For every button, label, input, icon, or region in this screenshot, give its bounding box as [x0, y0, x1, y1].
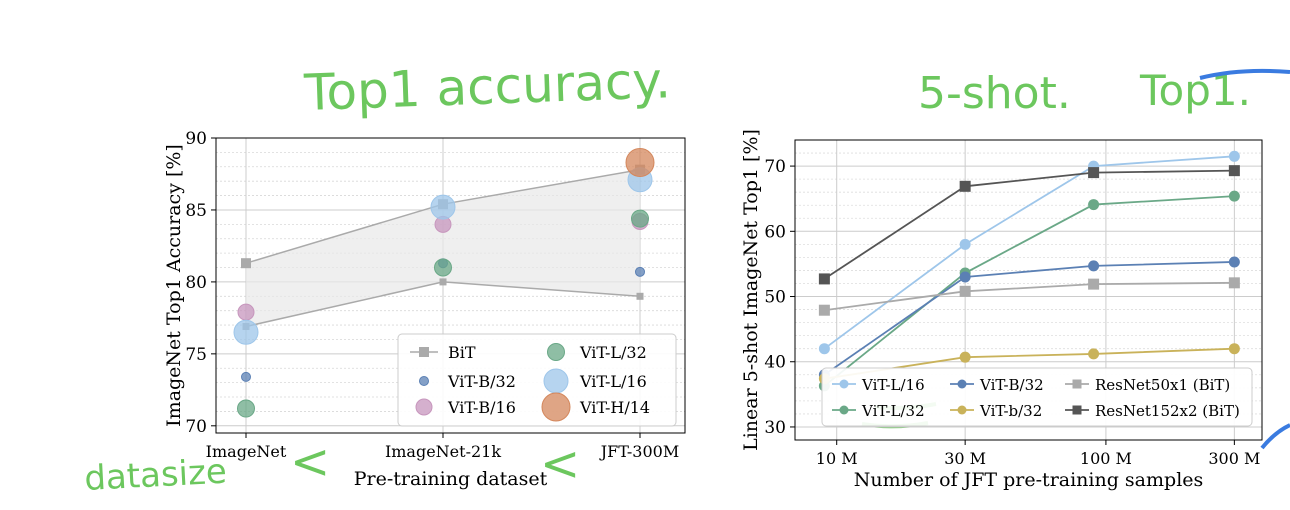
y-tick-label: 60: [764, 222, 786, 242]
legend-label: ViT-B/32: [979, 376, 1044, 394]
annotation-less-than-1: <: [290, 434, 330, 490]
legend-marker: [543, 368, 569, 394]
x-tick-label: 10 M: [816, 449, 858, 468]
series-resnet50x1-bit--point: [1228, 277, 1240, 289]
y-tick-label: 50: [764, 288, 786, 308]
y-tick-label: 30: [764, 418, 786, 438]
series-resnet50x1-bit--point: [818, 304, 830, 316]
point-vit-l-16: [430, 194, 456, 220]
point-vit-b-32: [635, 266, 645, 277]
legend-label-bit: BiT: [448, 343, 476, 362]
annotation-blue-stroke-bottom: [1260, 423, 1290, 450]
legend: ViT-L/16 ViT-L/32 ViT-B/32 ViT-b/32 ResNet50…: [821, 367, 1253, 427]
point-vit-l-16: [233, 319, 259, 345]
plot-frame: [794, 139, 1263, 441]
series-vit-l-32-point: [1228, 190, 1240, 202]
series-vit-b-32-point: [1088, 348, 1100, 360]
series-resnet50x1-bit--point: [959, 285, 971, 297]
bit-lower-marker: [636, 292, 644, 300]
series-resnet152x2-bit--line: [823, 169, 1235, 280]
series-vit-b-32-point: [1228, 256, 1240, 268]
series-vit-b-32-point: [1088, 260, 1100, 272]
y-tick-label: 40: [764, 353, 786, 373]
legend-label: ViT-L/16: [579, 372, 647, 391]
series-vit-b-32-point: [959, 351, 971, 363]
point-vit-b-16: [237, 303, 255, 321]
y-tick-label: 85: [185, 201, 207, 221]
legend-label: ViT-L/32: [579, 343, 647, 362]
legend-label: ViT-L/32: [861, 402, 925, 420]
series-vit-b-32-point: [959, 271, 971, 283]
y-tick-label: 75: [185, 345, 207, 365]
series-resnet50x1-bit--line: [824, 281, 1235, 312]
annotation-less-than-2: <: [540, 436, 580, 492]
legend-marker: [415, 398, 433, 416]
series-resnet152x2-bit--point: [1228, 165, 1240, 177]
legend-bit-marker: [419, 347, 429, 357]
x-tick-label: 300 M: [1208, 449, 1260, 468]
bit-lower-marker: [439, 278, 447, 286]
point-vit-l-32: [237, 399, 255, 418]
series-vit-l-16-point: [818, 343, 830, 355]
legend-marker: [957, 405, 967, 415]
y-axis-label: ImageNet Top1 Accuracy [%]: [163, 144, 185, 427]
legend-label: ViT-B/32: [447, 372, 516, 391]
annotation-blue-stroke-top: [1199, 68, 1290, 80]
legend-label: ResNet50x1 (BiT): [1095, 376, 1230, 394]
x-tick-label: ImageNet-21k: [385, 442, 501, 461]
legend-label: ViT-H/14: [579, 398, 650, 417]
series-resnet152x2-bit--point: [1088, 167, 1100, 179]
bit-band-fill: [246, 169, 640, 327]
y-tick-label: 80: [185, 273, 207, 293]
legend-box: [397, 333, 677, 427]
legend-label: ViT-L/16: [861, 376, 925, 394]
chart-top1-accuracy: 70 75 80 85 90 ImageNet ImageNet-21k JFT-300M Pr…: [163, 129, 686, 490]
legend: BiT ViT-B/32 ViT-B/16 ViT-L/32 ViT-L/16 ViT-H…: [397, 333, 677, 427]
series-vit-l-32-line: [823, 195, 1235, 387]
series-resnet152x2-bit--point: [818, 273, 830, 285]
legend-marker: [1072, 405, 1082, 415]
legend-marker: [541, 392, 571, 422]
plot-frame: [215, 137, 686, 434]
legend-box: [821, 367, 1253, 427]
point-vit-l-32: [631, 209, 649, 228]
annotation-top1-accuracy: Top1 accuracy.: [302, 51, 671, 122]
x-tick-label: ImageNet: [206, 442, 287, 461]
annotation-datasize: datasize: [83, 452, 227, 499]
y-axis-label: Linear 5-shot ImageNet Top1 [%]: [740, 129, 762, 451]
series-resnet50x1-bit--point: [1088, 278, 1100, 290]
y-tick-label: 70: [764, 157, 786, 177]
legend-label: ViT-B/16: [447, 398, 516, 417]
legend-marker: [1072, 379, 1082, 389]
legend-marker: [419, 376, 429, 386]
series-vit-b-32-point: [1228, 343, 1240, 355]
point-vit-l-32: [434, 258, 452, 277]
point-vit-h-14: [625, 147, 655, 177]
x-axis-label: Pre-training dataset: [354, 468, 548, 490]
series-vit-l-16-point: [959, 238, 971, 250]
point-vit-b-32: [241, 371, 251, 382]
series-resnet152x2-bit--point: [959, 180, 971, 192]
series-vit-b-32-line: [823, 261, 1235, 376]
x-tick-label: JFT-300M: [599, 442, 679, 461]
legend-marker: [547, 343, 565, 361]
legend-marker: [839, 405, 849, 415]
x-tick-label: 30 M: [944, 449, 986, 468]
x-tick-label: 100 M: [1080, 449, 1132, 468]
y-tick-label: 90: [185, 129, 207, 149]
y-tick-label: 70: [185, 417, 207, 437]
series-vit-l-32-point: [1088, 199, 1100, 211]
legend-marker: [839, 379, 849, 389]
legend-label: ResNet152x2 (BiT): [1095, 402, 1240, 420]
bit-upper-marker: [241, 258, 251, 269]
x-axis-label: Number of JFT pre-training samples: [854, 469, 1204, 491]
series-vit-l-16-line: [823, 155, 1235, 350]
series-vit-l-16-point: [1228, 150, 1240, 162]
legend-marker: [957, 379, 967, 389]
legend-label: ViT-b/32: [979, 402, 1042, 420]
annotation-5shot: 5-shot.: [918, 68, 1071, 119]
